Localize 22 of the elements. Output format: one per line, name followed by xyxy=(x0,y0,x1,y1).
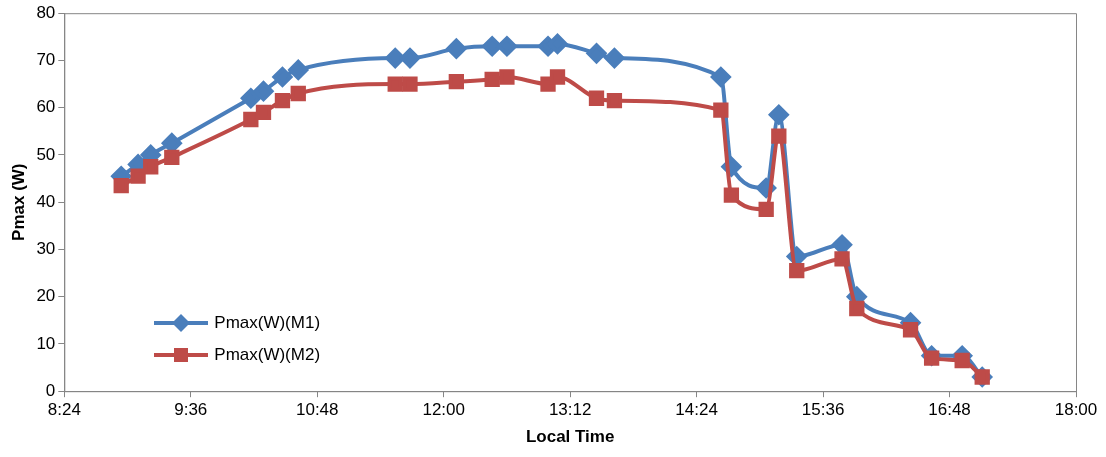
x-tick-label: 8:24 xyxy=(47,400,81,420)
x-tick-label: 12:00 xyxy=(422,400,465,420)
x-tick-label: 18:00 xyxy=(1054,400,1098,420)
x-tick-label: 13:12 xyxy=(548,400,592,420)
y-tick-label: 10 xyxy=(36,333,56,353)
legend-label: Pmax(W)(M2) xyxy=(214,345,321,366)
y-tick-label: 40 xyxy=(36,191,56,211)
x-axis-title: Local Time xyxy=(525,427,615,447)
x-tick-label: 14:24 xyxy=(675,400,718,420)
y-tick-label: 80 xyxy=(36,2,56,22)
y-tick-label: 70 xyxy=(36,50,56,70)
y-tick-label: 0 xyxy=(45,380,56,400)
x-tick-label: 16:48 xyxy=(928,400,971,420)
y-tick-label: 60 xyxy=(36,97,56,117)
y-tick-label: 50 xyxy=(36,144,56,164)
x-tick-label: 10:48 xyxy=(295,400,339,420)
x-tick-label: 9:36 xyxy=(174,400,208,420)
legend-label: Pmax(W)(M1) xyxy=(214,313,321,334)
y-tick-label: 20 xyxy=(36,286,56,306)
y-axis-title: Pmax (W) xyxy=(8,163,28,241)
x-tick-label: 15:36 xyxy=(801,400,845,420)
y-tick-label: 30 xyxy=(36,239,56,259)
